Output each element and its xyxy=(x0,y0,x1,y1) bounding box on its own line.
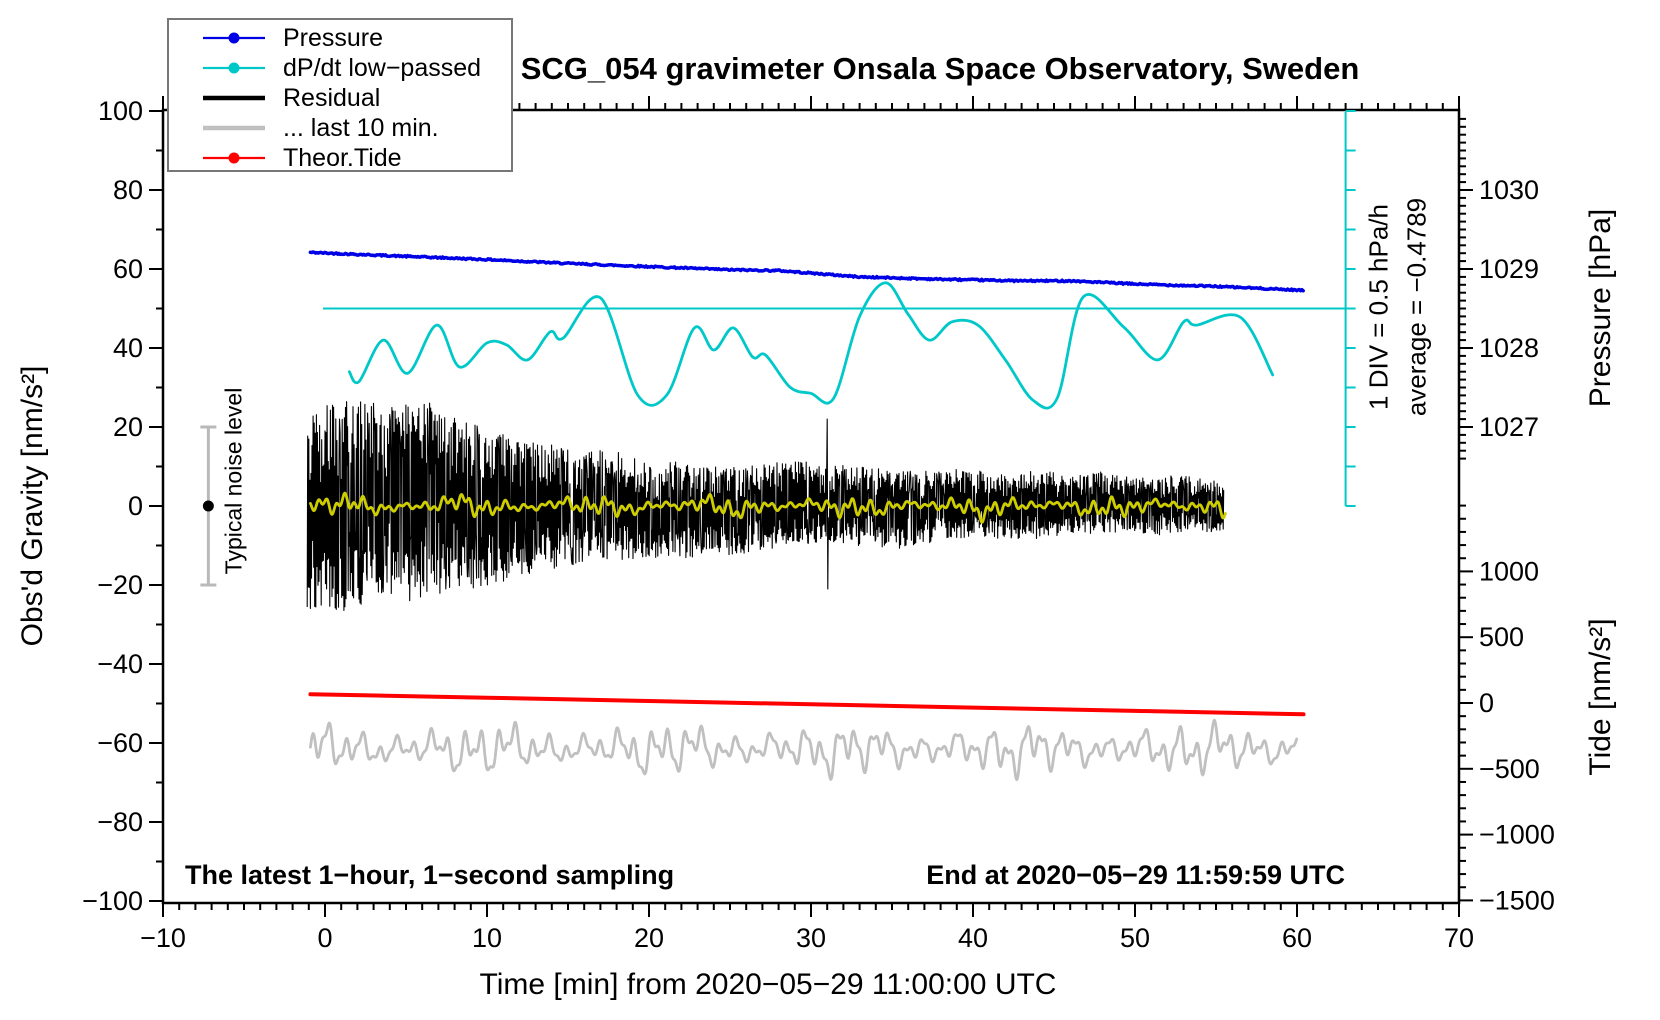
series-theor-tide xyxy=(308,692,1306,717)
legend-swatch xyxy=(203,125,265,131)
tick-label: 500 xyxy=(1479,622,1524,652)
sampling-note: The latest 1−hour, 1−second sampling xyxy=(185,860,675,890)
tick-label: 0 xyxy=(1479,688,1494,718)
axis-tick-labels: −10 0 10 20 30 40 50 60 70100806040200−20−40−60−… xyxy=(82,96,1555,953)
noise-level-bar xyxy=(200,425,217,587)
tick-label: 20 xyxy=(113,412,143,442)
tick-label: 1027 xyxy=(1479,412,1539,442)
legend-swatch xyxy=(203,95,265,101)
dpdt-scale-bar xyxy=(323,110,1356,507)
legend-item-last-10-min: ... last 10 min. xyxy=(169,113,511,143)
legend: Pressure dP/dt low−passed Residual... last… xyxy=(167,18,513,172)
tick-label: −40 xyxy=(97,649,143,679)
tick-label: 40 xyxy=(113,333,143,363)
tick-label: −1500 xyxy=(1479,885,1555,915)
tick-label: 1030 xyxy=(1479,175,1539,205)
tick-label: 60 xyxy=(113,254,143,284)
tick-label: −60 xyxy=(97,728,143,758)
tick-label: −80 xyxy=(97,807,143,837)
tick-label: 100 xyxy=(98,96,143,126)
tick-label: 1028 xyxy=(1479,333,1539,363)
end-time-note: End at 2020−05−29 11:59:59 UTC xyxy=(926,860,1345,890)
series-residual-smoothed xyxy=(309,491,1227,524)
legend-item-label: Theor.Tide xyxy=(283,143,402,172)
series-last-10-min xyxy=(309,718,1299,782)
legend-item-label: Residual xyxy=(283,83,381,112)
legend-swatch xyxy=(203,32,265,44)
tick-label: −10 xyxy=(140,923,186,953)
tick-label: 1029 xyxy=(1479,254,1539,284)
pressure-axis-label: Pressure [hPa] xyxy=(1584,208,1617,408)
tick-label: 10 xyxy=(472,923,502,953)
tick-label: −20 xyxy=(97,570,143,600)
noise-level-label: Typical noise level xyxy=(220,387,247,575)
series-dp-dt-low-passed xyxy=(347,281,1275,410)
legend-item-residual: Residual xyxy=(169,83,511,113)
legend-swatch xyxy=(203,62,265,74)
legend-item-dp-dt-low-passed: dP/dt low−passed xyxy=(169,53,511,83)
gravity-axis-label: Obs'd Gravity [nm/s²] xyxy=(16,365,49,647)
tick-label: 80 xyxy=(113,175,143,205)
chart-title: SCG_054 gravimeter Onsala Space Observat… xyxy=(520,51,1360,86)
legend-item-theor-tide: Theor.Tide xyxy=(169,143,511,173)
div-scale-annotation: 1 DIV = 0.5 hPa/h xyxy=(1363,204,1394,410)
tick-label: −1000 xyxy=(1479,820,1555,850)
tick-label: 1000 xyxy=(1479,556,1539,586)
time-axis-label: Time [min] from 2020−05−29 11:00:00 UTC xyxy=(479,968,1057,1001)
tick-label: 0 xyxy=(128,491,143,521)
tick-label: −500 xyxy=(1479,754,1540,784)
legend-swatch xyxy=(203,152,265,164)
tick-label: 70 xyxy=(1444,923,1474,953)
tick-label: −100 xyxy=(82,886,143,916)
series-residual xyxy=(306,401,1225,612)
tide-axis-label: Tide [nm/s²] xyxy=(1584,618,1617,776)
legend-item-label: ... last 10 min. xyxy=(283,113,439,142)
legend-item-label: Pressure xyxy=(283,23,384,52)
noise-level-dot xyxy=(202,500,214,512)
tick-label: 40 xyxy=(958,923,988,953)
legend-item-label: dP/dt low−passed xyxy=(283,53,482,82)
tick-label: 50 xyxy=(1120,923,1150,953)
legend-item-pressure: Pressure xyxy=(169,23,511,53)
average-annotation: average = −0.4789 xyxy=(1401,197,1432,417)
tick-label: 0 xyxy=(317,923,332,953)
tick-label: 30 xyxy=(796,923,826,953)
series-pressure xyxy=(308,250,1305,293)
tick-label: 60 xyxy=(1282,923,1312,953)
tick-label: 20 xyxy=(634,923,664,953)
